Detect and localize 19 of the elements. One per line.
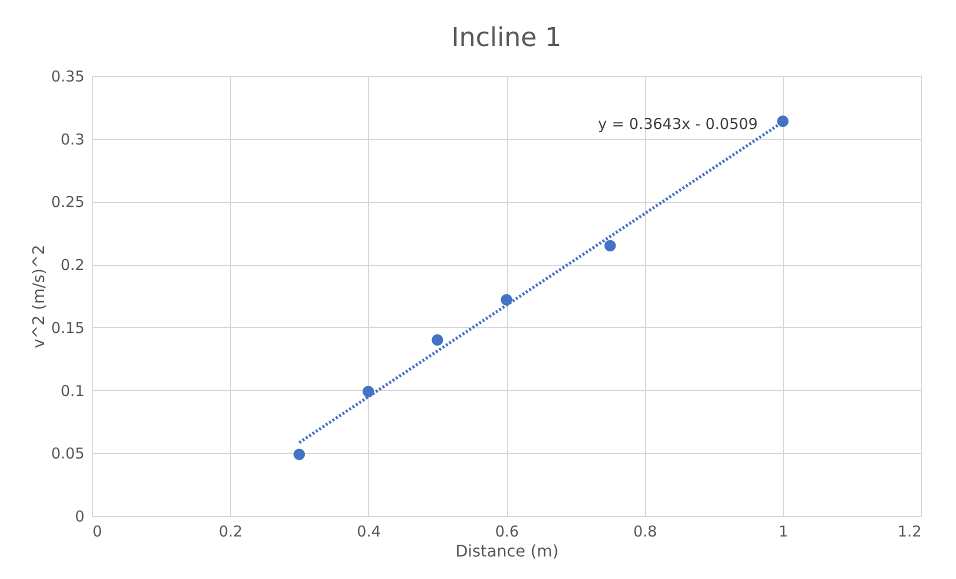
- annotation: y = 0.3643x - 0.0509: [598, 115, 758, 134]
- y-tick-label: 0: [74, 508, 84, 526]
- x-tick-label: 0.2: [218, 522, 243, 540]
- y-tick-label: 0.05: [51, 444, 84, 463]
- y-tick-label: 0.25: [51, 193, 84, 212]
- x-tick-label: 0: [92, 522, 102, 540]
- y-tick-label: 0.2: [60, 256, 84, 274]
- y-tick-label: 0.35: [51, 68, 84, 86]
- x-tick-label: 1: [778, 522, 788, 540]
- x-tick-label: 0.4: [356, 522, 381, 540]
- y-tick-label: 0.15: [51, 318, 84, 337]
- x-tick-label: 0.8: [633, 522, 658, 540]
- chart-title: Incline 1: [451, 23, 562, 53]
- y-tick-label: 0.3: [60, 130, 84, 148]
- x-tick-label: 0.6: [495, 522, 519, 540]
- y-tick-label: 0.1: [60, 382, 84, 400]
- x-axis-title: Distance (m): [455, 542, 559, 560]
- y-axis-title: v^2 (m/s)^2: [29, 244, 48, 348]
- x-tick-label: 1.2: [898, 522, 922, 540]
